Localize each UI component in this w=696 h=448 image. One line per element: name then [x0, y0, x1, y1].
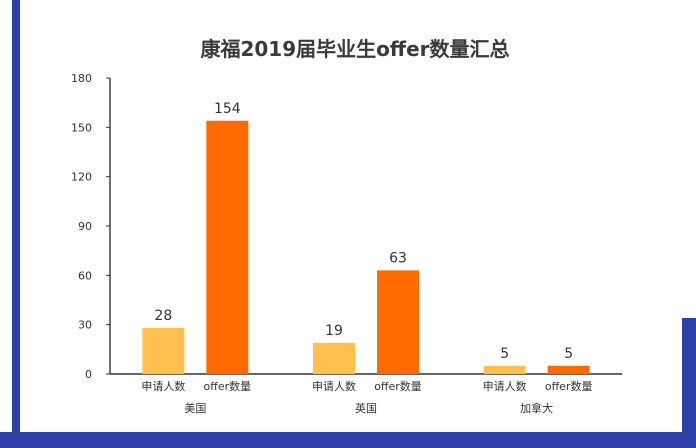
y-tick-label: 150	[71, 121, 92, 134]
bar-value-label: 63	[389, 250, 407, 266]
country-label: 加拿大	[520, 401, 553, 415]
y-tick-label: 120	[71, 171, 92, 184]
bar	[547, 365, 590, 374]
series-axis-label: 申请人数	[141, 380, 185, 393]
country-label: 英国	[355, 401, 377, 415]
bar-layer	[142, 120, 590, 374]
bar-value-label: 19	[325, 323, 343, 339]
bottom-frame-strip	[0, 432, 696, 448]
right-frame-strip	[682, 318, 696, 448]
bar	[313, 342, 355, 374]
bar	[142, 327, 185, 374]
series-axis-label: offer数量	[374, 380, 422, 393]
bar	[377, 270, 419, 374]
country-label: 美国	[184, 402, 206, 415]
series-axis-label: 申请人数	[312, 380, 356, 393]
series-axis-label: offer数量	[545, 380, 593, 393]
bar	[206, 120, 249, 374]
series-axis-label: 申请人数	[483, 380, 527, 393]
y-tick-label: 60	[78, 269, 92, 282]
series-axis-label: offer数量	[204, 380, 252, 393]
bar-value-label: 28	[154, 308, 172, 324]
axis-layer: 0 30 60 90 120 150 180	[71, 72, 622, 381]
bar-value-label: 5	[564, 346, 573, 362]
bar	[483, 365, 526, 374]
y-tick-label: 30	[78, 319, 92, 332]
y-tick-label: 90	[78, 220, 92, 233]
chart-title: 康福2019届毕业生offer数量汇总	[200, 37, 509, 61]
bar-value-label: 154	[214, 101, 241, 117]
y-tick-label: 0	[85, 368, 92, 381]
y-tick-label: 180	[71, 72, 92, 85]
bar-value-label: 5	[500, 346, 509, 362]
left-frame-strip	[12, 0, 20, 448]
